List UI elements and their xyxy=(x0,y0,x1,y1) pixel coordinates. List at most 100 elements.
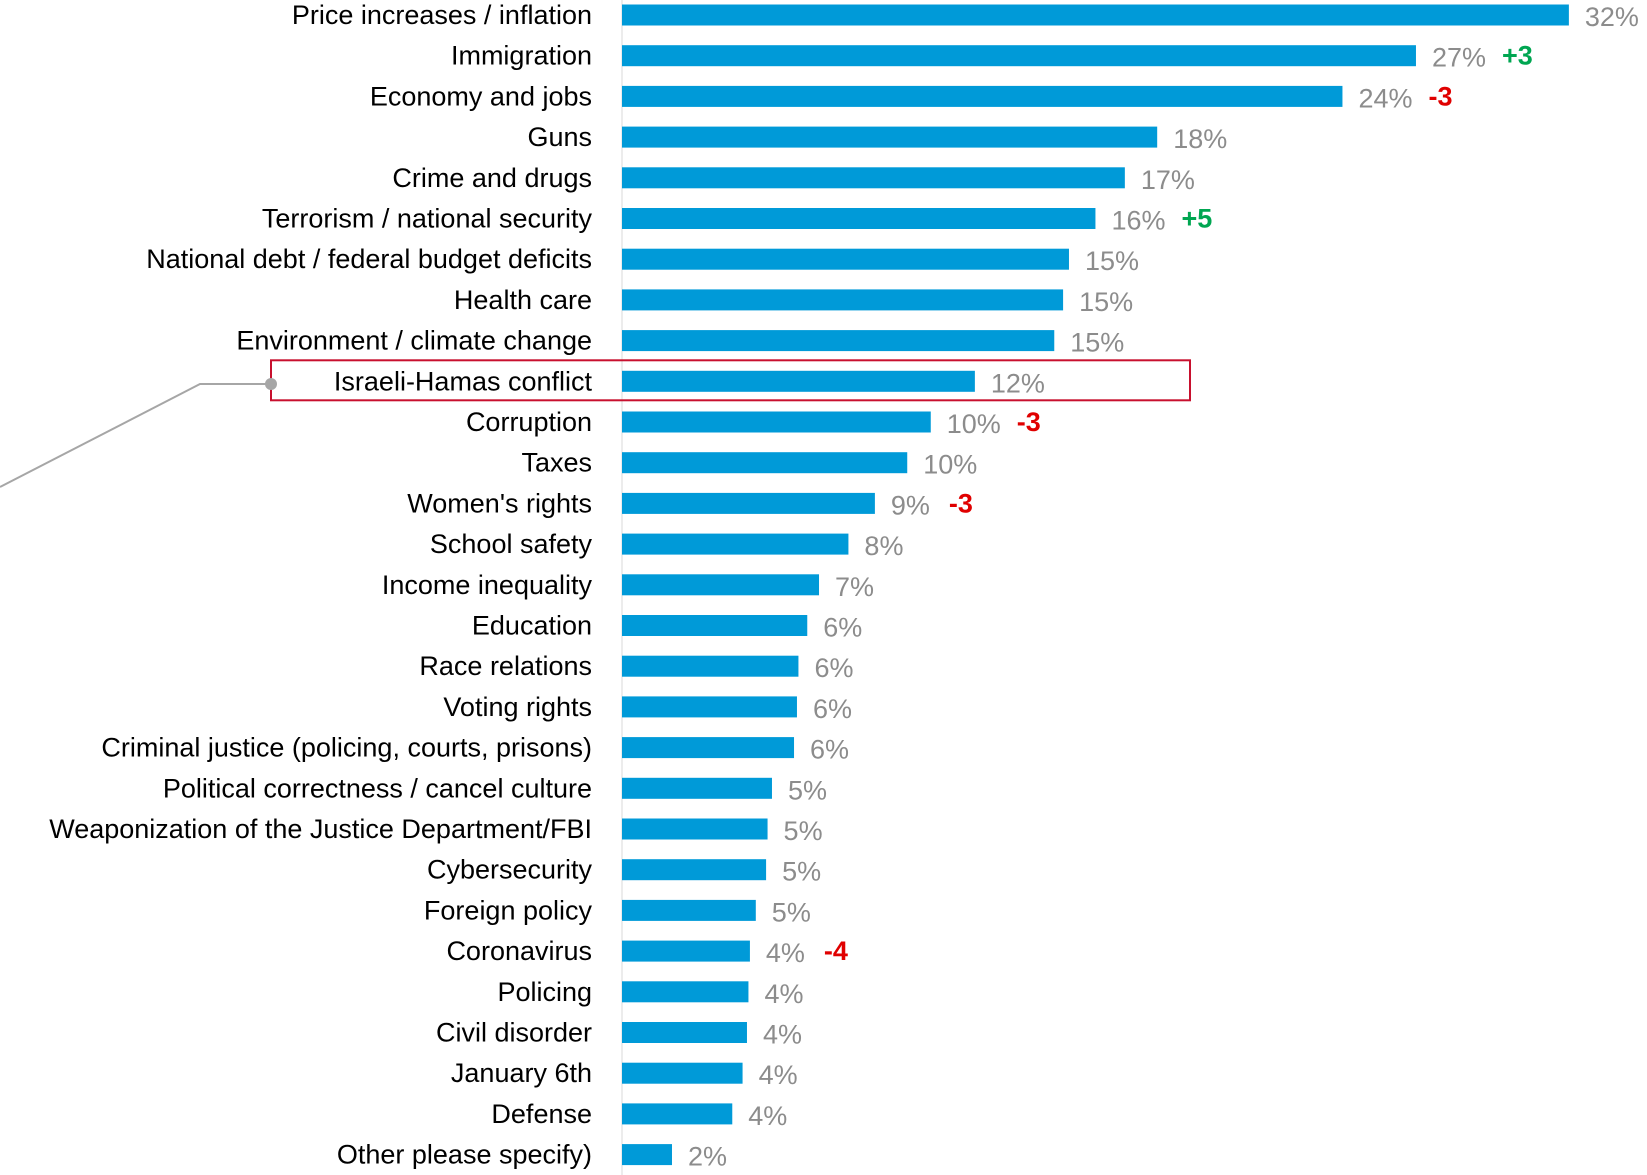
category-label-foreign-policy: Foreign policy xyxy=(424,895,593,925)
category-label-health-care: Health care xyxy=(454,285,592,315)
value-label-civil-disorder: 4% xyxy=(763,1020,802,1050)
category-label-immigration: Immigration xyxy=(451,41,592,71)
bar-defense xyxy=(622,1103,733,1125)
bar-criminal-justice-policing-courts-prisons xyxy=(622,737,795,759)
value-label-crime-and-drugs: 17% xyxy=(1141,165,1195,195)
category-label-women-s-rights: Women's rights xyxy=(407,488,592,518)
change-labels-group: +3 -3 +5 -3 -3 -4 xyxy=(824,41,1533,966)
category-label-environment-climate-change: Environment / climate change xyxy=(236,326,592,356)
category-label-national-debt-federal-budget-deficits: National debt / federal budget deficits xyxy=(146,244,592,274)
category-label-weaponization-of-the-justice-department-fbi: Weaponization of the Justice Department/… xyxy=(49,814,592,844)
bar-race-relations xyxy=(622,655,799,677)
bar-voting-rights xyxy=(622,696,797,718)
bar-coronavirus xyxy=(622,940,750,962)
category-label-political-correctness-cancel-culture: Political correctness / cancel culture xyxy=(163,773,592,803)
category-label-voting-rights: Voting rights xyxy=(443,692,592,722)
bars-group xyxy=(622,4,1569,1166)
category-label-defense: Defense xyxy=(491,1099,592,1129)
change-label-women-s-rights: -3 xyxy=(949,488,973,518)
bar-economy-and-jobs xyxy=(622,85,1343,107)
value-label-weaponization-of-the-justice-department-fbi: 5% xyxy=(784,816,823,846)
value-label-january-6th: 4% xyxy=(759,1060,798,1090)
bar-crime-and-drugs xyxy=(622,167,1125,189)
category-label-guns: Guns xyxy=(527,122,592,152)
category-labels-group: Price increases / inflation Immigration Ec… xyxy=(49,0,592,1170)
value-label-price-increases-inflation: 32% xyxy=(1585,2,1639,32)
bar-weaponization-of-the-justice-department-fbi xyxy=(622,818,768,840)
category-label-other-please-specify: Other please specify) xyxy=(337,1140,592,1170)
value-label-coronavirus: 4% xyxy=(766,938,805,968)
value-label-taxes: 10% xyxy=(923,450,977,480)
bar-income-inequality xyxy=(622,574,820,596)
bar-environment-climate-change xyxy=(622,330,1055,352)
value-label-health-care: 15% xyxy=(1079,287,1133,317)
bar-january-6th xyxy=(622,1062,743,1084)
bar-civil-disorder xyxy=(622,1022,747,1043)
category-label-economy-and-jobs: Economy and jobs xyxy=(370,81,592,111)
callout-dot xyxy=(265,378,277,390)
bar-corruption xyxy=(622,411,931,433)
value-label-criminal-justice-policing-courts-prisons: 6% xyxy=(810,735,849,765)
value-label-income-inequality: 7% xyxy=(835,572,874,602)
value-label-cybersecurity: 5% xyxy=(782,857,821,887)
value-labels-group: 32% 27% 24% 18% 17% 16% 15% 15% 15% 12% 10% 10% 9% 8%… xyxy=(688,2,1639,1172)
value-label-economy-and-jobs: 24% xyxy=(1358,83,1412,113)
category-label-criminal-justice-policing-courts-prisons: Criminal justice (policing, courts, pris… xyxy=(101,733,592,763)
highlight-callout xyxy=(0,359,1191,488)
value-label-israeli-hamas-conflict: 12% xyxy=(991,368,1045,398)
category-label-price-increases-inflation: Price increases / inflation xyxy=(292,0,592,30)
bar-national-debt-federal-budget-deficits xyxy=(622,248,1069,270)
value-label-defense: 4% xyxy=(748,1101,787,1131)
change-label-immigration: +3 xyxy=(1502,41,1533,71)
category-label-taxes: Taxes xyxy=(521,448,592,478)
category-label-education: Education xyxy=(472,611,592,641)
bar-women-s-rights xyxy=(622,492,875,514)
category-label-coronavirus: Coronavirus xyxy=(446,936,592,966)
value-label-corruption: 10% xyxy=(947,409,1001,439)
category-label-race-relations: Race relations xyxy=(419,651,592,681)
category-label-corruption: Corruption xyxy=(466,407,592,437)
change-label-corruption: -3 xyxy=(1017,407,1041,437)
bar-price-increases-inflation xyxy=(622,4,1569,26)
bar-education xyxy=(622,615,808,636)
callout-leader-line xyxy=(0,383,271,488)
value-label-national-debt-federal-budget-deficits: 15% xyxy=(1085,246,1139,276)
bar-guns xyxy=(622,126,1158,148)
bar-health-care xyxy=(622,289,1064,311)
category-label-crime-and-drugs: Crime and drugs xyxy=(392,163,592,193)
bar-school-safety xyxy=(622,533,849,555)
bar-taxes xyxy=(622,452,908,474)
value-label-other-please-specify: 2% xyxy=(688,1142,727,1172)
value-label-women-s-rights: 9% xyxy=(891,490,930,520)
bar-political-correctness-cancel-culture xyxy=(622,777,772,799)
bar-cybersecurity xyxy=(622,859,767,881)
value-label-immigration: 27% xyxy=(1432,43,1486,73)
category-label-cybersecurity: Cybersecurity xyxy=(427,855,593,885)
value-label-terrorism-national-security: 16% xyxy=(1111,206,1165,236)
value-label-school-safety: 8% xyxy=(864,531,903,561)
value-label-race-relations: 6% xyxy=(814,653,853,683)
bar-immigration xyxy=(622,45,1416,67)
change-label-terrorism-national-security: +5 xyxy=(1181,204,1212,234)
bar-foreign-policy xyxy=(622,899,756,921)
bar-policing xyxy=(622,981,749,1003)
change-label-economy-and-jobs: -3 xyxy=(1428,81,1452,111)
value-label-foreign-policy: 5% xyxy=(772,897,811,927)
value-label-political-correctness-cancel-culture: 5% xyxy=(788,775,827,805)
bar-israeli-hamas-conflict xyxy=(622,370,975,392)
category-label-israeli-hamas-conflict: Israeli-Hamas conflict xyxy=(334,366,593,396)
value-label-education: 6% xyxy=(823,613,862,643)
category-label-terrorism-national-security: Terrorism / national security xyxy=(262,204,593,234)
bar-other-please-specify xyxy=(622,1144,672,1166)
category-label-civil-disorder: Civil disorder xyxy=(436,1018,592,1048)
category-label-january-6th: January 6th xyxy=(451,1058,592,1088)
value-label-policing: 4% xyxy=(764,979,803,1009)
category-label-policing: Policing xyxy=(497,977,592,1007)
value-label-environment-climate-change: 15% xyxy=(1070,328,1124,358)
value-label-guns: 18% xyxy=(1173,124,1227,154)
category-label-school-safety: School safety xyxy=(430,529,593,559)
bar-terrorism-national-security xyxy=(622,208,1096,229)
value-label-voting-rights: 6% xyxy=(813,694,852,724)
change-label-coronavirus: -4 xyxy=(824,936,848,966)
